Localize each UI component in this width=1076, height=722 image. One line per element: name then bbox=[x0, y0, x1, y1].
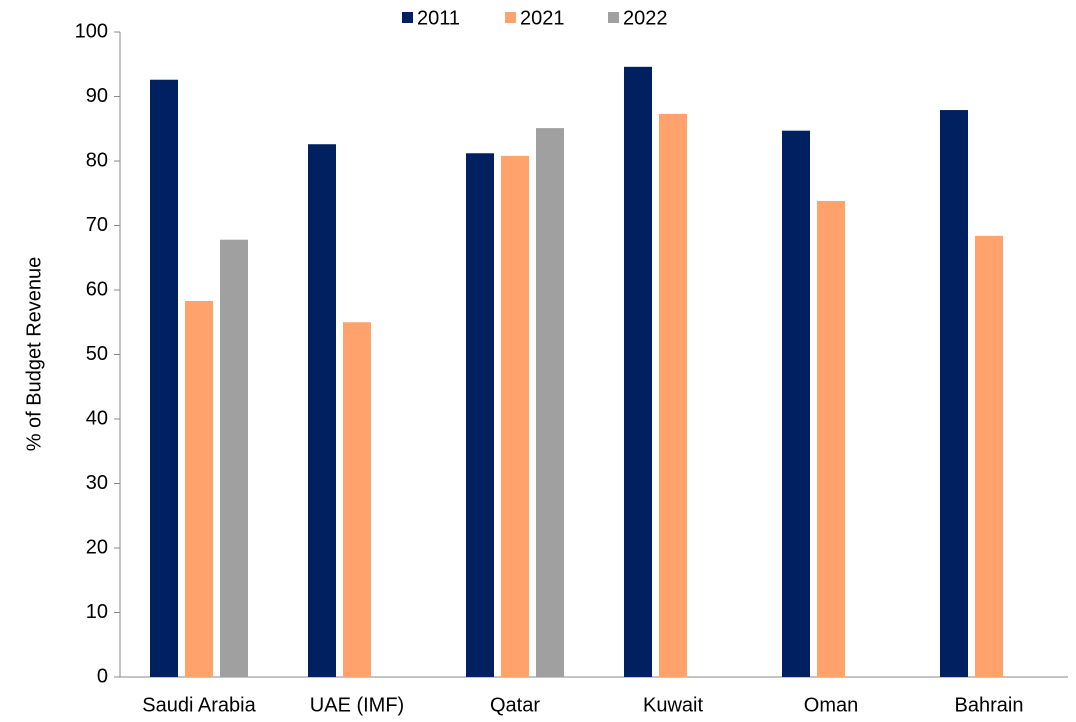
y-tick-label: 30 bbox=[86, 472, 108, 494]
bar bbox=[501, 155, 529, 678]
bar bbox=[220, 239, 248, 677]
x-tick-label: Qatar bbox=[490, 694, 540, 716]
legend-swatch bbox=[608, 12, 619, 23]
bar bbox=[150, 79, 178, 678]
bar bbox=[343, 322, 371, 677]
legend-swatch bbox=[505, 12, 516, 23]
y-tick-label: 50 bbox=[86, 343, 108, 365]
y-tick-label: 60 bbox=[86, 278, 108, 300]
legend-swatch bbox=[402, 12, 413, 23]
legend-label: 2021 bbox=[520, 7, 565, 29]
y-tick-label: 100 bbox=[75, 20, 108, 42]
bar bbox=[466, 153, 494, 677]
legend-label: 2022 bbox=[623, 7, 668, 29]
y-tick-label: 70 bbox=[86, 214, 108, 236]
bar bbox=[624, 66, 652, 677]
y-tick-label: 20 bbox=[86, 536, 108, 558]
bar bbox=[782, 130, 810, 677]
x-tick-label: Kuwait bbox=[643, 694, 703, 716]
x-tick-label: Oman bbox=[804, 694, 858, 716]
y-tick-label: 40 bbox=[86, 407, 108, 429]
y-tick-label: 80 bbox=[86, 149, 108, 171]
bar bbox=[940, 110, 968, 678]
x-tick-label: Bahrain bbox=[955, 694, 1024, 716]
bar bbox=[817, 200, 845, 678]
bar bbox=[975, 235, 1003, 677]
legend-label: 2011 bbox=[417, 7, 460, 29]
x-tick-label: UAE (IMF) bbox=[310, 694, 404, 716]
y-tick-label: 0 bbox=[97, 665, 108, 687]
y-tick-label: 10 bbox=[86, 601, 108, 623]
bar bbox=[536, 128, 564, 678]
bar bbox=[308, 144, 336, 678]
bar bbox=[185, 300, 213, 677]
y-tick-label: 90 bbox=[86, 85, 108, 107]
x-tick-label: Saudi Arabia bbox=[142, 694, 256, 716]
y-axis-label: % of Budget Revenue bbox=[23, 257, 45, 452]
bar bbox=[659, 113, 687, 678]
